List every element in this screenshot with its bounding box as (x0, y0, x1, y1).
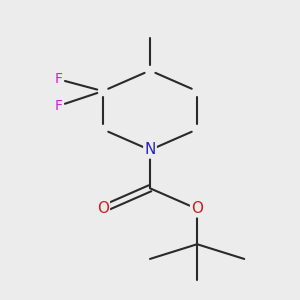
Text: O: O (191, 201, 203, 216)
Text: F: F (55, 72, 63, 86)
Text: F: F (55, 99, 63, 113)
Text: N: N (144, 142, 156, 158)
Text: O: O (97, 201, 109, 216)
